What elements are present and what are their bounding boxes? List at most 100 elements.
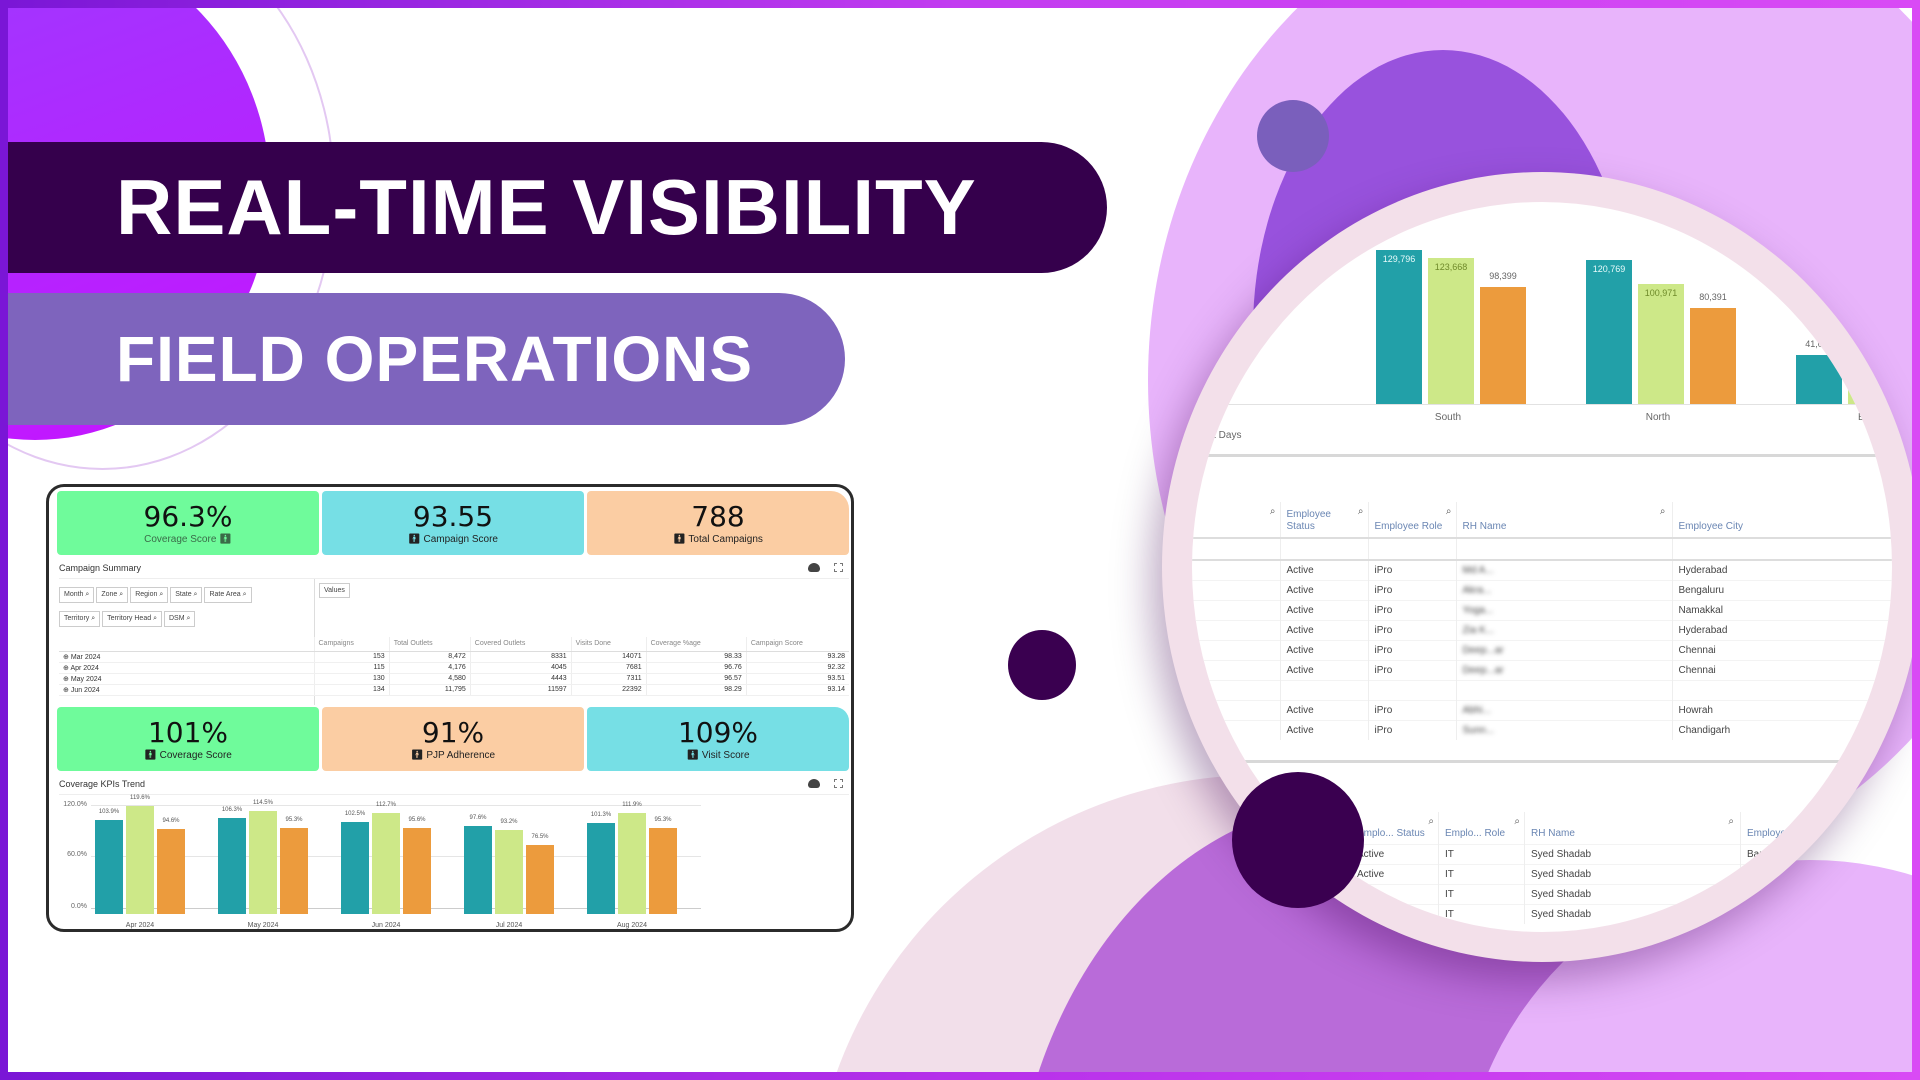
frame-bottom-border	[0, 1072, 1920, 1080]
kpi-label: 🚹︎ PJP Adherence	[410, 749, 496, 761]
search-icon[interactable]: ⌕	[1728, 816, 1734, 827]
frame-right-border	[1912, 0, 1920, 1080]
search-icon[interactable]: ⌕	[1428, 816, 1434, 827]
column-header[interactable]: Emplo... Role ⌕	[1438, 812, 1525, 844]
fullscreen-icon[interactable]	[834, 563, 843, 572]
column-header[interactable]: Coverage %age	[645, 637, 747, 652]
filter-chip-rate-area[interactable]: Rate Area ⌕	[204, 587, 252, 603]
table-row: ⊕ Mar 2024 153 8,472 8331 14071 98.33 93…	[59, 651, 849, 663]
filter-chip-state[interactable]: State ⌕	[170, 587, 203, 603]
column-header[interactable]: Employee Role ⌕	[1367, 502, 1456, 538]
table-row: Active IT Syed Shadab Bangal...	[1350, 843, 1892, 864]
table-row: Active iPro Sunn... Chandigarh	[1192, 719, 1892, 740]
search-icon[interactable]: ⌕	[1269, 506, 1276, 517]
campaign-summary-table: Campaigns Total Outlets Covered Outlets …	[59, 637, 849, 696]
column-header[interactable]: RH Name ⌕	[1524, 812, 1741, 844]
decorative-dot-big	[1232, 772, 1364, 908]
kpi-value: 109%	[677, 715, 759, 749]
column-header[interactable]: Covered Outlets	[469, 637, 572, 652]
campaign-summary-header: Campaign Summary	[59, 557, 849, 579]
column-header[interactable]: Campaigns	[313, 637, 390, 652]
table-row: Active iPro Abhi... Howrah	[1192, 699, 1892, 720]
bar-group-may: 106.3% 114.5% 95.3%	[218, 800, 308, 914]
expand-row-icon[interactable]: ⊕	[63, 664, 69, 672]
fullscreen-icon[interactable]	[834, 779, 843, 788]
column-header[interactable]: Employee Status ⌕	[1279, 502, 1368, 538]
filter-chip-month[interactable]: Month ⌕	[59, 587, 95, 603]
frame-left-border	[0, 0, 8, 1080]
kpi-card-pjp-adherence: 91% 🚹︎ PJP Adherence	[322, 707, 584, 771]
values-chip[interactable]: Values	[319, 583, 350, 598]
section-divider	[1192, 760, 1892, 763]
column-header[interactable]: Campaign Score	[745, 637, 849, 652]
table-row: IT Syed Shadab	[1350, 883, 1892, 904]
coverage-kpis-trend-chart: 120.0% 60.0% 0.0% 103.9% 119.6% 94.6% Ap…	[59, 795, 849, 929]
search-icon[interactable]: ⌕	[1514, 816, 1520, 827]
employee-table: ⌕ Employee Status ⌕ Employee Role ⌕ RH Nam…	[1192, 502, 1892, 740]
kpi-label: Coverage Score 🚹︎	[144, 533, 232, 545]
coverage-trend-header: Coverage KPIs Trend	[59, 773, 849, 795]
employee-table-secondary: Emplo... Status ⌕ Emplo... Role ⌕ RH Name ⌕…	[1350, 812, 1892, 924]
table-row	[1192, 679, 1892, 700]
cloud-download-icon[interactable]	[808, 563, 820, 572]
y-tick: 60.0%	[67, 851, 87, 858]
person-icon: 🚹︎	[144, 749, 157, 761]
kpi-label: 🚹︎ Total Campaigns	[673, 533, 763, 545]
x-label-east: East	[1857, 412, 1878, 423]
bar-group-jun: 102.5% 112.7% 95.6%	[341, 802, 431, 914]
column-header[interactable]: Total Outlets	[388, 637, 471, 652]
bar-group-jul: 97.6% 93.2% 76.5%	[464, 815, 554, 914]
expand-row-icon[interactable]: ⊕	[63, 653, 69, 661]
search-icon[interactable]: ⌕	[1659, 506, 1666, 517]
table-row: Active iPro Deep...ar Chennai	[1192, 659, 1892, 680]
panel-title: Campaign Summary	[59, 562, 142, 573]
bar-group-apr: 103.9% 119.6% 94.6%	[95, 795, 185, 914]
frame-top-border	[0, 0, 1920, 8]
kpi-card-coverage-score-2: 101% 🚹︎ Coverage Score	[57, 707, 319, 771]
kpi-label: 🚹︎ Campaign Score	[408, 533, 498, 545]
column-header[interactable]: Employee City	[1671, 502, 1892, 538]
kpi-card-campaign-score: 93.55 🚹︎ Campaign Score	[322, 491, 584, 555]
person-icon: 🚹︎	[219, 533, 232, 545]
filter-chip-region[interactable]: Region ⌕	[130, 587, 169, 603]
x-label-north: North	[1645, 412, 1671, 423]
filter-chip-dsm[interactable]: DSM ⌕	[164, 611, 196, 627]
filter-chip-territory-head[interactable]: Territory Head ⌕	[102, 611, 162, 627]
kpi-value: 101%	[147, 715, 229, 749]
dashboard-screenshot: 96.3% Coverage Score 🚹︎ 93.55 🚹︎ Campaig…	[46, 484, 854, 932]
kpi-label: 🚹︎ Coverage Score	[144, 749, 232, 761]
table-row: Active iPro Md A... Hyderabad	[1192, 559, 1892, 580]
x-label-south: South	[1434, 412, 1462, 423]
table-row: Active IT Syed Shadab B...	[1350, 863, 1892, 884]
title-banner-primary: REAL-TIME VISIBILITY	[0, 142, 1107, 273]
search-icon[interactable]: ⌕	[1445, 506, 1452, 517]
expand-row-icon[interactable]: ⊕	[63, 686, 69, 694]
page-subtitle: FIELD OPERATIONS	[116, 323, 754, 395]
search-icon[interactable]: ⌕	[1357, 506, 1364, 517]
table-row: ⊕ Jun 2024 134 11,795 11597 22392 98.29 …	[59, 684, 849, 696]
filter-chip-zone[interactable]: Zone ⌕	[96, 587, 129, 603]
kpi-row-bottom: 101% 🚹︎ Coverage Score 91% 🚹︎ PJP Adhere…	[57, 707, 849, 771]
kpi-row-top: 96.3% Coverage Score 🚹︎ 93.55 🚹︎ Campaig…	[57, 491, 849, 555]
kpi-value: 788	[691, 499, 745, 533]
table-row: ⊕ Apr 2024 115 4,176 4045 7681 96.76 92.…	[59, 662, 849, 674]
column-header[interactable]: Visits Done	[570, 637, 647, 652]
table-row: Active iPro Akra... Bengaluru	[1192, 579, 1892, 600]
column-header[interactable]: Employee Cit...	[1740, 812, 1892, 844]
pivot-filter-area: Month ⌕ Zone ⌕ Region ⌕ State ⌕ Rate Area ⌕ …	[59, 583, 311, 631]
bar-group-aug: 101.3% 111.9% 95.3%	[587, 802, 677, 914]
table-row: Active iPro Zia K... Hyderabad	[1192, 619, 1892, 640]
expand-row-icon[interactable]: ⊕	[63, 675, 69, 683]
column-header[interactable]: RH Name ⌕	[1455, 502, 1672, 538]
kpi-value: 93.55	[412, 499, 494, 533]
cloud-download-icon[interactable]	[808, 779, 820, 788]
column-header[interactable]: Emplo... Status ⌕	[1350, 812, 1439, 844]
kpi-card-coverage-score: 96.3% Coverage Score 🚹︎	[57, 491, 319, 555]
section-divider	[1192, 454, 1892, 457]
person-icon: 🚹︎	[686, 749, 700, 761]
filter-chip-territory[interactable]: Territory ⌕	[59, 611, 101, 627]
panel-title: Coverage KPIs Trend	[59, 778, 146, 789]
person-icon: 🚹︎	[410, 749, 424, 761]
decorative-dot-mid	[1008, 630, 1076, 700]
axis-caption: ent Days	[1202, 430, 1242, 441]
